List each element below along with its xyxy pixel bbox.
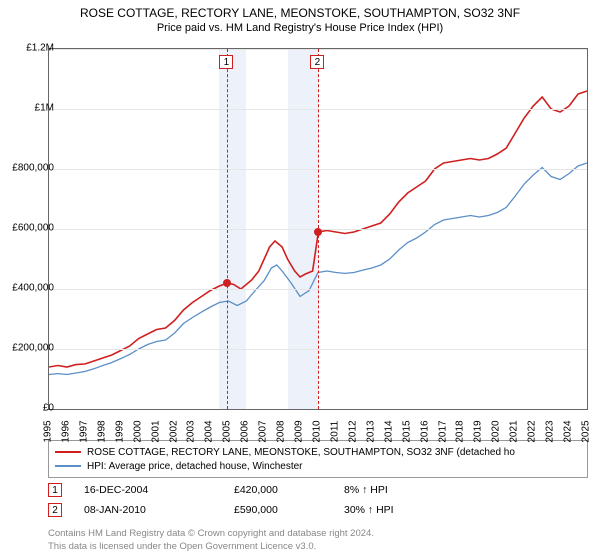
sales-diff: 30% ↑ HPI: [344, 504, 394, 516]
x-axis-label: 2022: [527, 417, 538, 447]
sales-row-marker: 2: [48, 503, 62, 517]
sales-row-marker: 1: [48, 483, 62, 497]
sales-price: £590,000: [234, 504, 344, 516]
sales-row: 1 16-DEC-2004£420,0008% ↑ HPI: [48, 480, 394, 500]
sale-marker: 1: [219, 55, 233, 69]
x-axis-label: 2017: [437, 417, 448, 447]
sale-marker: 2: [310, 55, 324, 69]
x-axis-label: 2016: [419, 417, 430, 447]
x-axis-label: 2019: [473, 417, 484, 447]
x-axis-label: 2001: [150, 417, 161, 447]
y-axis-label: £600,000: [12, 223, 54, 234]
footer-line-2: This data is licensed under the Open Gov…: [48, 541, 374, 554]
legend-item: ROSE COTTAGE, RECTORY LANE, MEONSTOKE, S…: [55, 445, 581, 459]
y-axis-label: £1M: [35, 103, 54, 114]
x-axis-label: 2023: [545, 417, 556, 447]
x-axis-label: 2007: [258, 417, 269, 447]
x-axis-label: 1996: [60, 417, 71, 447]
chart-title: ROSE COTTAGE, RECTORY LANE, MEONSTOKE, S…: [0, 0, 600, 20]
legend-swatch: [55, 465, 81, 467]
sale-vline: [227, 49, 228, 409]
x-axis-label: 2012: [347, 417, 358, 447]
x-axis-label: 2009: [294, 417, 305, 447]
x-axis-label: 2025: [581, 417, 592, 447]
x-axis-label: 2011: [329, 417, 340, 447]
x-axis-label: 2020: [491, 417, 502, 447]
footer-line-1: Contains HM Land Registry data © Crown c…: [48, 528, 374, 541]
x-axis-label: 2002: [168, 417, 179, 447]
x-axis-label: 1998: [96, 417, 107, 447]
sales-price: £420,000: [234, 484, 344, 496]
x-axis-label: 2008: [276, 417, 287, 447]
x-axis-label: 2014: [383, 417, 394, 447]
x-axis-label: 2021: [509, 417, 520, 447]
x-axis-label: 2024: [563, 417, 574, 447]
sales-diff: 8% ↑ HPI: [344, 484, 388, 496]
y-axis-label: £200,000: [12, 343, 54, 354]
sales-date: 08-JAN-2010: [84, 504, 234, 516]
y-axis-label: £1.2M: [26, 43, 54, 54]
x-axis-label: 2003: [186, 417, 197, 447]
x-axis-label: 2018: [455, 417, 466, 447]
y-axis-label: £400,000: [12, 283, 54, 294]
x-axis-label: 2015: [401, 417, 412, 447]
x-axis-label: 2004: [204, 417, 215, 447]
x-axis-label: 1997: [78, 417, 89, 447]
sale-dot: [223, 279, 231, 287]
x-axis-label: 1999: [114, 417, 125, 447]
x-axis-label: 1995: [43, 417, 54, 447]
chart-footer: Contains HM Land Registry data © Crown c…: [48, 528, 374, 554]
x-axis-label: 2013: [365, 417, 376, 447]
legend-swatch: [55, 451, 81, 453]
legend-item: HPI: Average price, detached house, Winc…: [55, 459, 581, 473]
chart-plot-area: [48, 48, 588, 410]
x-axis-label: 2006: [240, 417, 251, 447]
sales-date: 16-DEC-2004: [84, 484, 234, 496]
x-axis-label: 2010: [312, 417, 323, 447]
chart-subtitle: Price paid vs. HM Land Registry's House …: [0, 20, 600, 34]
sale-dot: [314, 228, 322, 236]
x-axis-label: 2000: [132, 417, 143, 447]
legend-label: HPI: Average price, detached house, Winc…: [87, 461, 303, 472]
x-axis-label: 2005: [222, 417, 233, 447]
y-axis-label: £0: [43, 403, 54, 414]
legend-label: ROSE COTTAGE, RECTORY LANE, MEONSTOKE, S…: [87, 447, 515, 458]
y-axis-label: £800,000: [12, 163, 54, 174]
sales-row: 2 08-JAN-2010£590,00030% ↑ HPI: [48, 500, 394, 520]
sales-table: 1 16-DEC-2004£420,0008% ↑ HPI 2 08-JAN-2010…: [48, 480, 394, 520]
